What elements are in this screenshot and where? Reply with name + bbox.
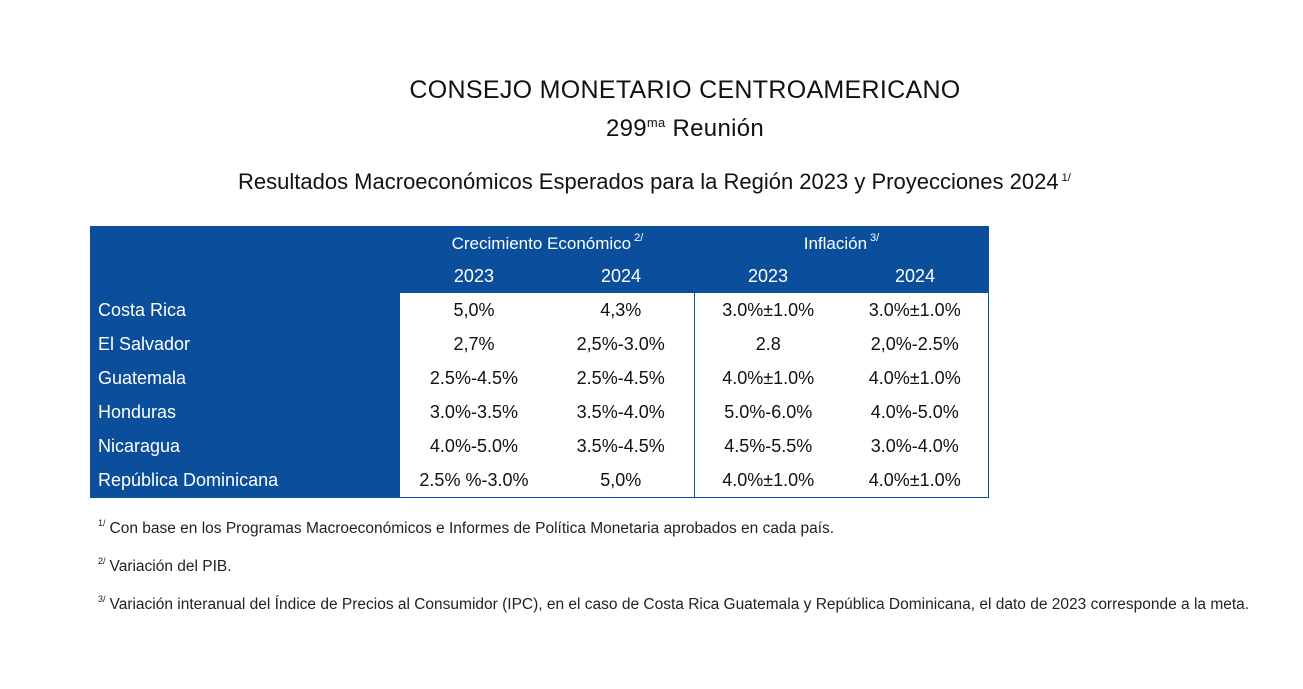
macro-table: Crecimiento Económico 2/ Inflación 3/ 2023… <box>90 226 990 499</box>
value-cell: 2.5%-4.5% <box>547 361 695 395</box>
country-cell: Nicaragua <box>90 429 401 463</box>
footnote-2: 2/Variación del PIB. <box>98 545 1258 583</box>
value-cell: 5,0% <box>400 293 548 327</box>
value-cell: 4.0%±1.0% <box>841 463 990 498</box>
header-corner-2 <box>90 260 401 293</box>
footnote-3: 3/Variación interanual del Índice de Pre… <box>98 583 1258 621</box>
meeting-text: Reunión <box>665 115 765 142</box>
header-growth-note: 2/ <box>634 232 644 244</box>
year-header: 2024 <box>547 260 695 293</box>
meeting-number: 299 <box>605 115 647 142</box>
year-header: 2024 <box>841 260 989 293</box>
header-inflation-label: Inflación <box>803 234 868 253</box>
meeting-label: 299ma Reunión <box>0 115 1303 143</box>
subtitle-note-mark: 1/ <box>1061 172 1071 184</box>
value-cell: 4.5%-5.5% <box>693 429 842 463</box>
footnote-text: Con base en los Programas Macroeconómico… <box>109 520 835 537</box>
value-cell: 4.0%-5.0% <box>400 429 548 463</box>
table-row: El Salvador 2,7% 2,5%-3.0% 2.8 2,0%-2.5% <box>90 327 990 361</box>
page-title: CONSEJO MONETARIO CENTROAMERICANO <box>409 76 961 104</box>
footnote-1: 1/Con base en los Programas Macroeconómi… <box>98 507 1258 545</box>
header-inflation: Inflación 3/ <box>694 226 989 260</box>
value-cell: 3.0%±1.0% <box>693 293 842 327</box>
value-cell: 4.0%±1.0% <box>841 361 990 395</box>
table-row: Honduras 3.0%-3.5% 3.5%-4.0% 5.0%-6.0% 4… <box>90 395 990 429</box>
country-cell: El Salvador <box>90 327 401 361</box>
country-cell: Costa Rica <box>90 293 401 327</box>
value-cell: 3.0%±1.0% <box>841 293 990 327</box>
header-corner <box>90 226 401 260</box>
value-cell: 3.5%-4.0% <box>547 395 695 429</box>
table-row: República Dominicana 2.5% %-3.0% 5,0% 4.… <box>90 463 990 498</box>
footnote-text: Variación del PIB. <box>109 558 232 575</box>
value-cell: 2.8 <box>693 327 842 361</box>
value-cell: 4.0%-5.0% <box>841 395 990 429</box>
value-cell: 2,7% <box>400 327 548 361</box>
footnote-mark: 1/ <box>98 518 106 528</box>
footnotes: 1/Con base en los Programas Macroeconómi… <box>98 507 1258 621</box>
footnote-text: Variación interanual del Índice de Preci… <box>109 596 1250 613</box>
value-cell: 2.5%-4.5% <box>400 361 548 395</box>
table-row: Guatemala 2.5%-4.5% 2.5%-4.5% 4.0%±1.0% … <box>90 361 990 395</box>
value-cell: 5,0% <box>547 463 695 498</box>
report-subtitle: Resultados Macroeconómicos Esperados par… <box>238 169 1071 195</box>
value-cell: 4,3% <box>547 293 695 327</box>
year-header: 2023 <box>400 260 548 293</box>
country-cell: Guatemala <box>90 361 401 395</box>
value-cell: 2.5% %-3.0% <box>400 463 548 498</box>
footnote-mark: 3/ <box>98 594 106 604</box>
table-row: Costa Rica 5,0% 4,3% 3.0%±1.0% 3.0%±1.0% <box>90 293 990 327</box>
header-growth-label: Crecimiento Económico <box>451 234 632 253</box>
value-cell: 5.0%-6.0% <box>693 395 842 429</box>
value-cell: 4.0%±1.0% <box>693 361 842 395</box>
country-cell: República Dominicana <box>90 463 401 498</box>
meeting-suffix: ma <box>646 115 666 130</box>
country-cell: Honduras <box>90 395 401 429</box>
value-cell: 3.0%-4.0% <box>841 429 990 463</box>
header-growth: Crecimiento Económico 2/ <box>400 226 695 260</box>
table-row: Nicaragua 4.0%-5.0% 3.5%-4.5% 4.5%-5.5% … <box>90 429 990 463</box>
year-header: 2023 <box>694 260 842 293</box>
value-cell: 2,5%-3.0% <box>547 327 695 361</box>
value-cell: 3.5%-4.5% <box>547 429 695 463</box>
value-cell: 3.0%-3.5% <box>400 395 548 429</box>
footnote-mark: 2/ <box>98 556 106 566</box>
value-cell: 4.0%±1.0% <box>693 463 842 498</box>
subtitle-text: Resultados Macroeconómicos Esperados par… <box>238 169 1059 194</box>
value-cell: 2,0%-2.5% <box>841 327 990 361</box>
header-inflation-note: 3/ <box>870 232 880 244</box>
